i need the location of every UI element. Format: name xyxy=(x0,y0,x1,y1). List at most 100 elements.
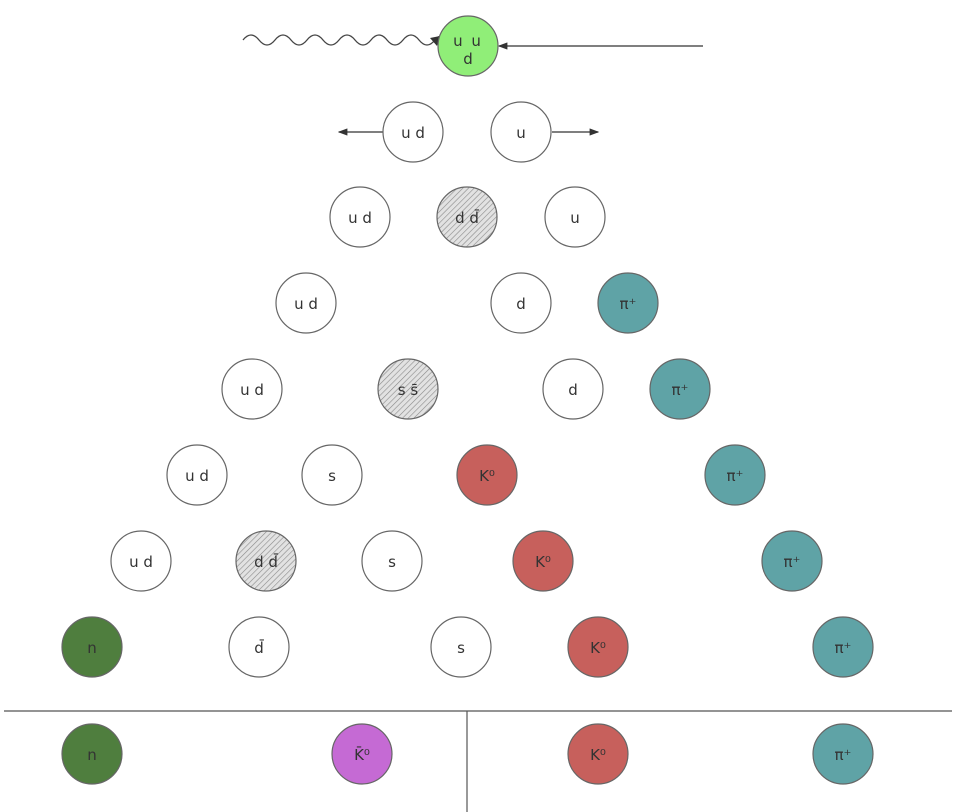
particle-label: π⁺ xyxy=(620,295,637,313)
particle-quark: d̄ xyxy=(228,616,290,678)
particle-quark: d xyxy=(542,358,604,420)
particle-circle xyxy=(275,272,337,334)
particle-label: K⁰ xyxy=(535,553,551,571)
particle-kaon: K⁰ xyxy=(567,616,629,678)
particle-circle xyxy=(490,272,552,334)
particle-label: d̄ xyxy=(254,638,264,657)
particle-label: n xyxy=(87,746,97,764)
particle-neutron: n xyxy=(61,616,123,678)
particle-label: u d xyxy=(129,553,153,571)
particle-label: s s̄ xyxy=(398,381,419,399)
cascade-row: u d d d̄ s K⁰ π⁺ xyxy=(110,530,823,592)
particle-pion: π⁺ xyxy=(812,723,874,785)
particle-label: K⁰ xyxy=(479,467,495,485)
particle-circle xyxy=(704,444,766,506)
particle-label: d xyxy=(568,381,578,399)
particle-circle xyxy=(456,444,518,506)
particle-circle xyxy=(761,530,823,592)
cascade-row: u d d d̄ u xyxy=(329,186,606,248)
cascade-row: n d̄ s K⁰ π⁺ xyxy=(61,616,874,678)
particle-circle xyxy=(228,616,290,678)
particle-label: d d̄ xyxy=(455,208,480,227)
particle-circle xyxy=(542,358,604,420)
particle-circle xyxy=(331,723,393,785)
particle-label: π⁺ xyxy=(835,639,852,657)
particle-quark: u d xyxy=(275,272,337,334)
particle-label: s xyxy=(457,639,465,657)
particle-pion: π⁺ xyxy=(812,616,874,678)
photon-arrowhead-icon xyxy=(430,36,440,46)
particle-circle xyxy=(567,723,629,785)
particle-label: s xyxy=(328,467,336,485)
particle-kaon: K⁰ xyxy=(456,444,518,506)
cascade-row: u d s s̄ d π⁺ xyxy=(221,358,711,420)
particle-label: π⁺ xyxy=(784,553,801,571)
particle-label: u d xyxy=(240,381,264,399)
particle-label: K⁰ xyxy=(590,746,606,764)
target-quarks-top: u u xyxy=(453,32,483,50)
particle-circle xyxy=(301,444,363,506)
particle-pion: π⁺ xyxy=(597,272,659,334)
particle-kaon: K⁰ xyxy=(567,723,629,785)
particle-pair: d d̄ xyxy=(235,530,297,592)
particle-quark: u d xyxy=(166,444,228,506)
particle-quark: u d xyxy=(221,358,283,420)
struck-quark-circle xyxy=(490,101,552,163)
photon-wavy-line xyxy=(242,34,447,46)
incoming-interaction: u u d xyxy=(242,15,703,77)
particle-pion: π⁺ xyxy=(649,358,711,420)
particle-label: n xyxy=(87,639,97,657)
particle-quark: u d xyxy=(110,530,172,592)
particle-circle xyxy=(377,358,439,420)
particle-label: π⁺ xyxy=(672,381,689,399)
particle-pair: d d̄ xyxy=(436,186,498,248)
particle-label: u xyxy=(570,209,580,227)
particle-neutron: n xyxy=(61,723,123,785)
particle-circle xyxy=(235,530,297,592)
particle-label: K⁰ xyxy=(590,639,606,657)
particle-quark: u xyxy=(544,186,606,248)
target-quarks-bottom: d xyxy=(463,50,473,68)
cascade-row: u d d π⁺ xyxy=(275,272,659,334)
particle-label: u d xyxy=(294,295,318,313)
particle-circle xyxy=(329,186,391,248)
particle-antikaon: K̄⁰ xyxy=(331,723,393,785)
cascade-rows: u d d d̄ u u d d π⁺ u d s s̄ d π⁺ u d s K⁰ π⁺ u d d d̄ s… xyxy=(61,186,874,678)
particle-pion: π⁺ xyxy=(761,530,823,592)
split-row: u d u xyxy=(337,101,600,163)
particle-circle xyxy=(166,444,228,506)
particle-circle xyxy=(544,186,606,248)
struck-quark-label: u xyxy=(516,124,526,142)
particle-label: K̄⁰ xyxy=(354,745,370,764)
particle-circle xyxy=(221,358,283,420)
particle-circle xyxy=(61,616,123,678)
particle-circle xyxy=(361,530,423,592)
particle-quark: s xyxy=(430,616,492,678)
particle-label: π⁺ xyxy=(835,746,852,764)
particle-label: u d xyxy=(185,467,209,485)
cascade-row: u d s K⁰ π⁺ xyxy=(166,444,766,506)
particle-label: d xyxy=(516,295,526,313)
particle-quark: s xyxy=(361,530,423,592)
particle-circle xyxy=(61,723,123,785)
particle-label: s xyxy=(388,553,396,571)
particle-circle xyxy=(512,530,574,592)
particle-pion: π⁺ xyxy=(704,444,766,506)
particle-label: u d xyxy=(348,209,372,227)
particle-circle xyxy=(110,530,172,592)
diquark-circle xyxy=(382,101,444,163)
particle-circle xyxy=(812,616,874,678)
particle-circle xyxy=(597,272,659,334)
particle-label: d d̄ xyxy=(254,552,279,571)
diquark-label: u d xyxy=(401,124,425,142)
particle-quark: u d xyxy=(329,186,391,248)
particle-kaon: K⁰ xyxy=(512,530,574,592)
particle-label: π⁺ xyxy=(727,467,744,485)
particle-circle xyxy=(649,358,711,420)
particle-circle xyxy=(430,616,492,678)
particle-quark: d xyxy=(490,272,552,334)
particle-circle xyxy=(567,616,629,678)
target-proton xyxy=(437,15,499,77)
particle-pair: s s̄ xyxy=(377,358,439,420)
